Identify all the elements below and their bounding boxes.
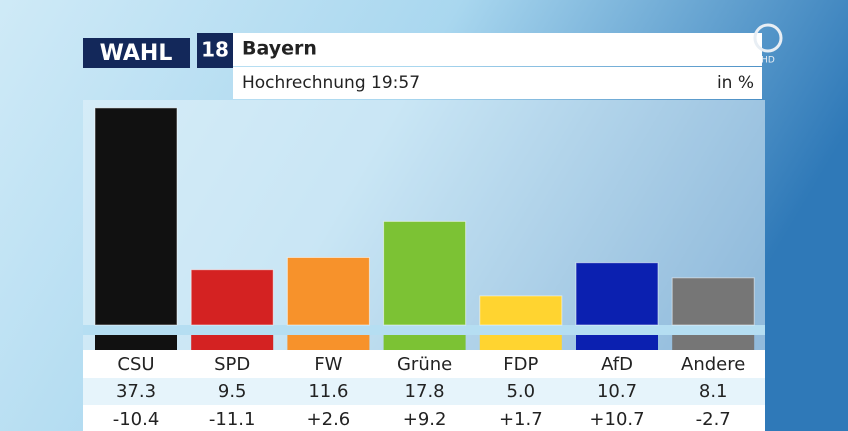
bar-stub <box>287 335 370 350</box>
bar <box>94 107 178 326</box>
baseline-band <box>83 325 765 335</box>
logo-number: 18 <box>201 38 229 62</box>
logo-box <box>83 38 190 68</box>
unit-label: in % <box>717 73 754 93</box>
value-label: 37.3 <box>116 381 156 402</box>
bar <box>383 220 467 326</box>
value-label: 5.0 <box>506 381 535 402</box>
category-label: FW <box>314 354 342 375</box>
bar <box>190 269 274 326</box>
subtitle: Hochrechnung 19:57 <box>242 73 420 93</box>
channel-tag: HD <box>761 56 775 66</box>
value-label: 9.5 <box>218 381 247 402</box>
bar-stub <box>383 335 466 350</box>
change-label: +10.7 <box>589 409 644 430</box>
logo: WAHL <box>100 41 173 66</box>
bar <box>575 262 659 326</box>
bar <box>479 295 563 326</box>
subtitle-box <box>233 67 762 99</box>
title-box <box>233 33 762 66</box>
bar <box>286 256 370 326</box>
title: Bayern <box>242 38 317 60</box>
change-label: +2.6 <box>307 409 351 430</box>
bar-stub <box>576 335 658 350</box>
channel-logo <box>753 23 783 53</box>
category-label: SPD <box>214 354 250 375</box>
name-row <box>83 350 765 378</box>
change-label: -11.1 <box>209 409 256 430</box>
change-label: -2.7 <box>696 409 731 430</box>
category-label: AfD <box>601 354 633 375</box>
category-label: CSU <box>117 354 154 375</box>
change-label: +1.7 <box>499 409 543 430</box>
bar-stub <box>191 335 274 350</box>
logo-number-box <box>197 33 233 68</box>
bar-stub <box>479 335 562 350</box>
bar-stub <box>672 335 755 350</box>
category-label: Grüne <box>397 354 452 375</box>
value-label: 10.7 <box>597 381 637 402</box>
change-label: +9.2 <box>403 409 447 430</box>
category-label: FDP <box>503 354 538 375</box>
bar-stub <box>95 335 177 350</box>
change-label: -10.4 <box>113 409 160 430</box>
bar <box>671 277 755 326</box>
value-row <box>83 378 765 405</box>
value-label: 11.6 <box>308 381 348 402</box>
change-row <box>83 405 765 431</box>
value-label: 8.1 <box>699 381 728 402</box>
category-label: Andere <box>681 354 745 375</box>
value-label: 17.8 <box>405 381 445 402</box>
